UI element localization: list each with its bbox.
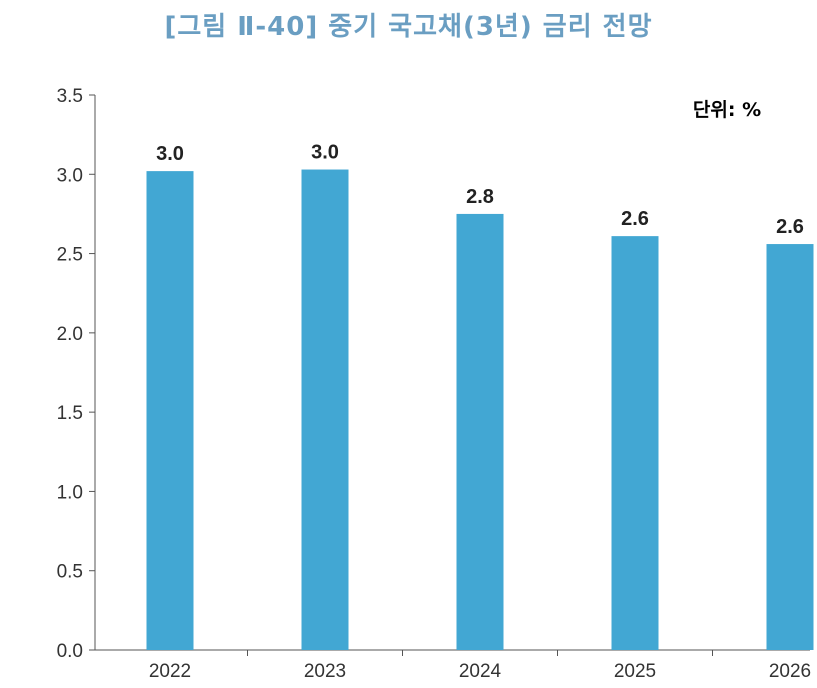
data-label-2026: 2.6 [776, 216, 804, 238]
data-label-2022: 3.0 [156, 143, 184, 165]
bar-2025 [611, 236, 659, 650]
x-tick-label-2026: 2026 [769, 661, 811, 682]
y-tick-label: 1.5 [57, 403, 83, 424]
y-axis: 0.0 0.5 1.0 1.5 2.0 2.5 3.0 3.5 [57, 86, 96, 662]
data-labels-group: 3.0 3.0 2.8 2.6 2.6 [156, 142, 804, 239]
data-label-2024: 2.8 [466, 186, 494, 208]
y-tick-label: 3.5 [57, 86, 83, 107]
y-tick-label: 0.5 [57, 562, 83, 583]
bar-2023 [301, 169, 349, 650]
chart-title: [그림 Ⅱ-40] 중기 국고채(3년) 금리 전망 [164, 12, 653, 42]
bar-2022 [146, 171, 194, 650]
y-tick-label: 1.0 [57, 482, 83, 503]
bars-group [146, 169, 814, 651]
y-tick-label: 3.0 [57, 165, 83, 186]
x-tick-label-2024: 2024 [459, 661, 502, 682]
x-tick-label-2023: 2023 [304, 661, 346, 682]
data-label-2023: 3.0 [311, 142, 339, 164]
unit-label: 단위: % [693, 99, 761, 121]
bar-2024 [456, 213, 504, 650]
y-tick-label: 2.0 [57, 324, 83, 345]
y-tick-label: 2.5 [57, 245, 83, 266]
bar-2026 [766, 244, 814, 651]
x-tick-label-2022: 2022 [149, 661, 191, 682]
data-label-2025: 2.6 [621, 208, 649, 230]
x-tick-label-2025: 2025 [614, 661, 656, 682]
y-tick-label: 0.0 [57, 641, 83, 662]
x-axis: 2022 2023 2024 2025 2026 [95, 649, 811, 682]
